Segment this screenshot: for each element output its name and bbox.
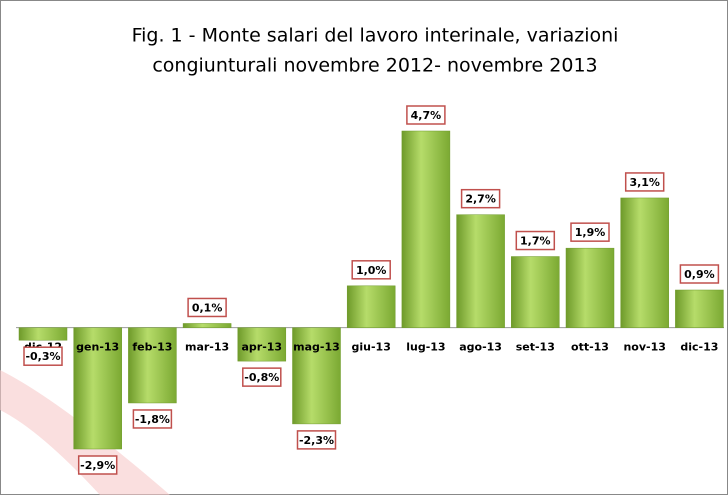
value-label-box — [570, 222, 610, 242]
x-tick-label: dic-13 — [680, 341, 718, 354]
bar — [346, 285, 396, 328]
value-label-box — [460, 188, 501, 209]
bar — [456, 214, 505, 328]
value-label-box — [187, 297, 227, 318]
x-tick-label: mar-13 — [185, 341, 229, 354]
value-label-box — [679, 264, 720, 284]
bar — [73, 327, 122, 450]
value-label-box — [406, 105, 446, 125]
x-tick-label: lug-13 — [406, 341, 445, 354]
chart-title: Fig. 1 - Monte salari del lavoro interin… — [132, 25, 619, 47]
x-tick-label: gen-13 — [76, 341, 119, 354]
bar — [401, 130, 451, 328]
value-label: 4,7% — [411, 109, 442, 122]
bar — [511, 256, 560, 328]
x-tick-label: feb-13 — [132, 341, 172, 354]
bar — [675, 289, 724, 328]
value-label-box — [23, 346, 63, 366]
value-label: 1,7% — [520, 235, 551, 248]
value-label: -2,3% — [299, 434, 334, 447]
bar — [128, 327, 177, 404]
value-label-box — [624, 172, 665, 192]
value-label: 0,1% — [192, 301, 223, 314]
bar — [565, 247, 615, 328]
value-label: 3,1% — [629, 176, 660, 189]
value-label: -2,9% — [80, 459, 115, 472]
x-tick-label: apr-13 — [241, 341, 282, 354]
value-label-box — [515, 230, 556, 251]
x-tick-label: ott-13 — [571, 341, 609, 354]
value-label-box — [296, 430, 337, 450]
value-label: -0,3% — [25, 350, 60, 363]
value-label: 1,9% — [575, 226, 606, 239]
x-tick-label: nov-13 — [623, 341, 665, 354]
value-label-box — [242, 367, 282, 387]
x-tick-label: mag-13 — [293, 341, 340, 354]
bar — [182, 323, 232, 328]
value-label-box — [132, 409, 173, 429]
chart-title: congiunturali novembre 2012- novembre 20… — [152, 55, 597, 77]
value-label: -0,8% — [244, 371, 279, 384]
value-label-box — [77, 455, 118, 475]
bar — [292, 327, 341, 425]
value-label: 0,9% — [684, 268, 715, 281]
x-tick-label: ago-13 — [459, 341, 502, 354]
value-label: 2,7% — [465, 193, 496, 206]
x-tick-label: giu-13 — [352, 341, 391, 354]
value-label: 1,0% — [356, 264, 387, 277]
x-tick-label: set-13 — [516, 341, 555, 354]
bar — [237, 327, 287, 362]
bar — [620, 197, 669, 328]
bar — [18, 327, 68, 341]
value-label: -1,8% — [135, 413, 170, 426]
value-label-box — [351, 260, 391, 280]
